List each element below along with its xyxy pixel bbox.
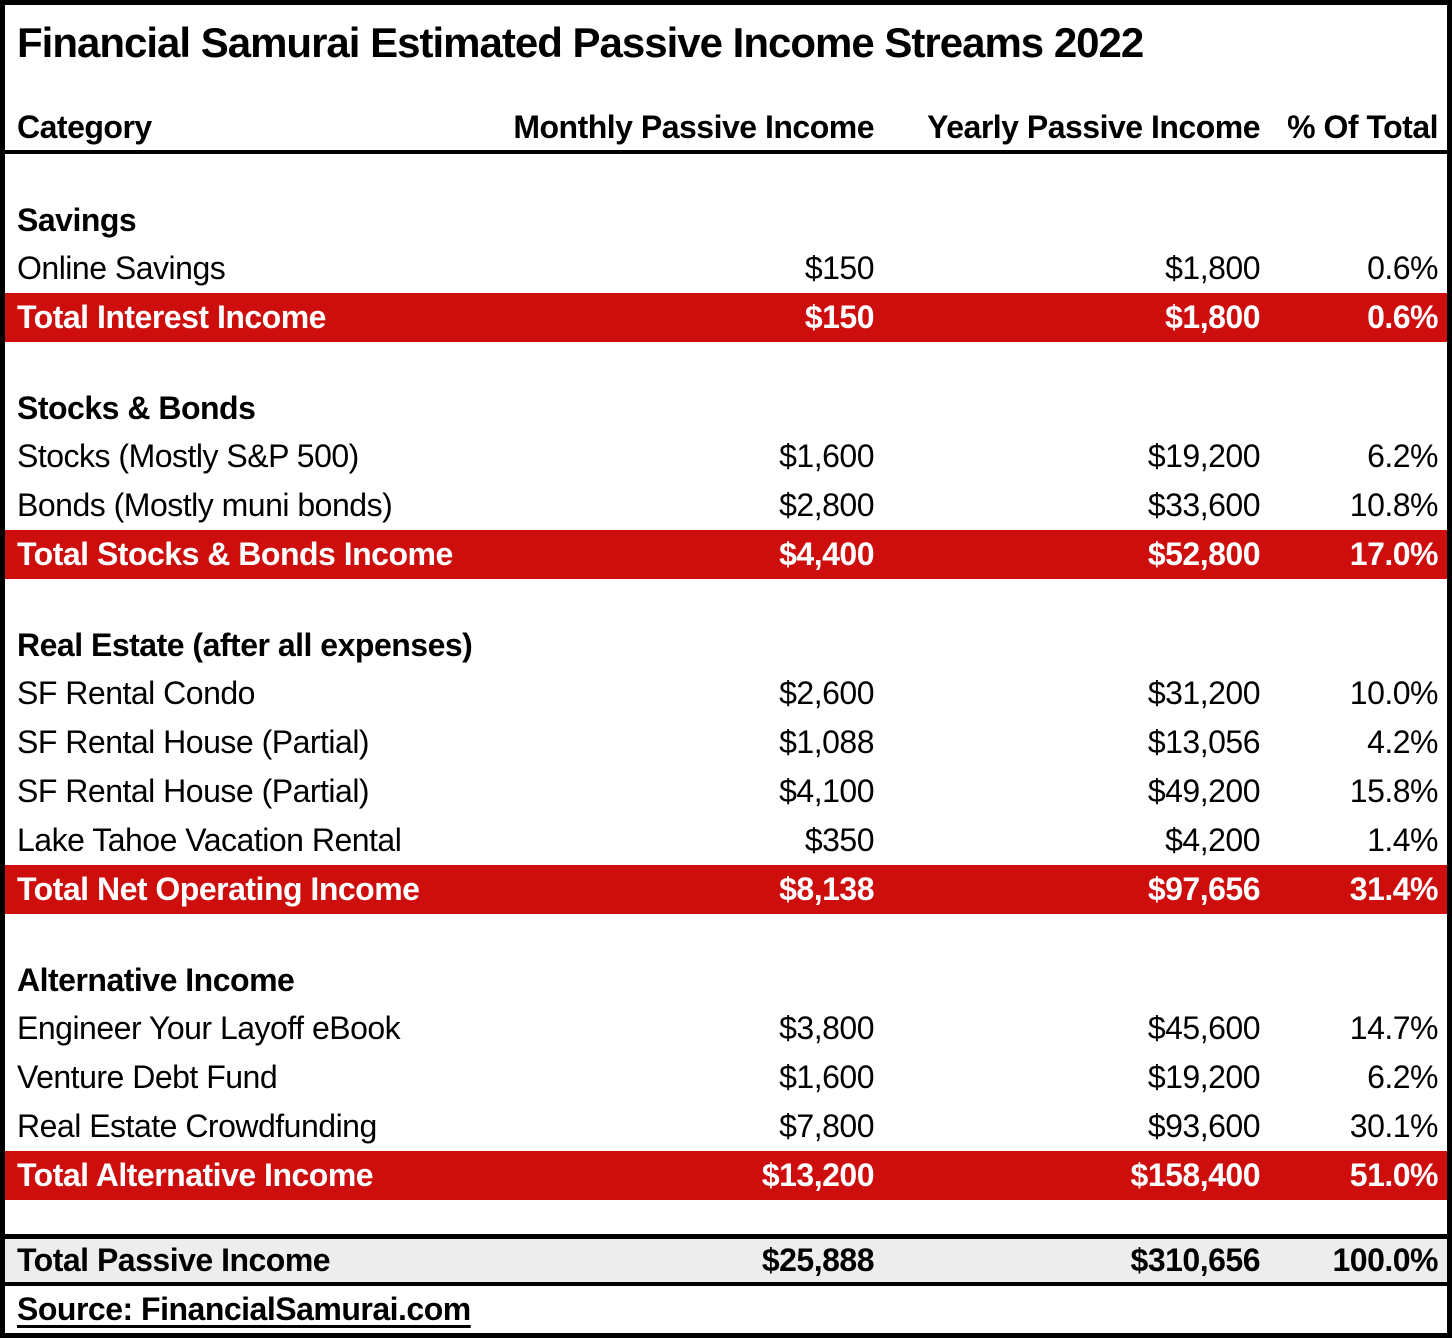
row-pct: 0.6% (1367, 249, 1438, 286)
page-title: Financial Samurai Estimated Passive Inco… (17, 19, 1144, 66)
total-row-net-operating: Total Net Operating Income $8,138 $97,65… (5, 865, 1447, 914)
section-header-real-estate: Real Estate (after all expenses) (5, 619, 1447, 669)
row-pct: 6.2% (1367, 437, 1438, 474)
total-label: Total Net Operating Income (17, 870, 420, 907)
spacer-row (5, 914, 1447, 954)
data-row-lake-tahoe: Lake Tahoe Vacation Rental $350 $4,200 1… (5, 816, 1447, 865)
column-header-pct: % Of Total (1287, 108, 1438, 145)
column-header-monthly: Monthly Passive Income (513, 108, 874, 145)
total-yearly: $52,800 (1147, 535, 1261, 572)
total-row-alternative: Total Alternative Income $13,200 $158,40… (5, 1151, 1447, 1200)
row-category: Bonds (Mostly muni bonds) (17, 486, 393, 523)
data-row-sf-rental-condo: SF Rental Condo $2,600 $31,200 10.0% (5, 669, 1447, 718)
row-yearly: $1,800 (1165, 249, 1260, 286)
grand-total-row: Total Passive Income $25,888 $310,656 10… (5, 1234, 1447, 1286)
row-pct: 4.2% (1367, 723, 1438, 760)
row-yearly: $93,600 (1147, 1107, 1261, 1144)
spacer-row (5, 154, 1447, 194)
row-pct: 10.0% (1349, 674, 1439, 711)
total-yearly: $158,400 (1130, 1156, 1261, 1193)
spacer-row (5, 342, 1447, 382)
data-row-re-crowdfunding: Real Estate Crowdfunding $7,800 $93,600 … (5, 1102, 1447, 1151)
row-monthly: $7,800 (779, 1107, 874, 1144)
row-yearly: $49,200 (1147, 772, 1261, 809)
row-yearly: $4,200 (1165, 821, 1260, 858)
grand-total-label: Total Passive Income (17, 1241, 331, 1278)
total-row-interest-income: Total Interest Income $150 $1,800 0.6% (5, 293, 1447, 342)
row-pct: 30.1% (1349, 1107, 1439, 1144)
total-label: Total Alternative Income (17, 1156, 374, 1193)
data-row-bonds: Bonds (Mostly muni bonds) $2,800 $33,600… (5, 481, 1447, 530)
row-pct: 14.7% (1349, 1009, 1439, 1046)
row-yearly: $31,200 (1147, 674, 1261, 711)
row-monthly: $4,100 (779, 772, 874, 809)
row-pct: 1.4% (1367, 821, 1438, 858)
row-monthly: $150 (804, 249, 875, 286)
column-header-category: Category (17, 108, 152, 145)
total-label: Total Stocks & Bonds Income (17, 535, 453, 572)
total-pct: 17.0% (1349, 535, 1439, 572)
row-category: Engineer Your Layoff eBook (17, 1009, 401, 1046)
data-row-online-savings: Online Savings $150 $1,800 0.6% (5, 244, 1447, 293)
spacer-row (5, 1200, 1447, 1234)
row-yearly: $33,600 (1147, 486, 1261, 523)
total-yearly: $97,656 (1147, 870, 1261, 907)
row-pct: 10.8% (1349, 486, 1439, 523)
row-category: Lake Tahoe Vacation Rental (17, 821, 402, 858)
section-header-savings: Savings (5, 194, 1447, 244)
row-yearly: $19,200 (1147, 1058, 1261, 1095)
section-title: Stocks & Bonds (17, 390, 256, 427)
row-category: Stocks (Mostly S&P 500) (17, 437, 359, 474)
section-title: Savings (17, 202, 137, 239)
data-row-venture-debt: Venture Debt Fund $1,600 $19,200 6.2% (5, 1053, 1447, 1102)
row-yearly: $45,600 (1147, 1009, 1261, 1046)
row-monthly: $350 (804, 821, 875, 858)
row-monthly: $2,800 (779, 486, 874, 523)
column-header-yearly: Yearly Passive Income (927, 108, 1260, 145)
row-monthly: $1,088 (779, 723, 874, 760)
row-category: Real Estate Crowdfunding (17, 1107, 377, 1144)
row-category: SF Rental House (Partial) (17, 723, 370, 760)
total-label: Total Interest Income (17, 298, 326, 335)
source-text: Source: FinancialSamurai.com (17, 1291, 471, 1327)
total-monthly: $150 (804, 298, 875, 335)
row-monthly: $3,800 (779, 1009, 874, 1046)
data-row-sf-rental-house-2: SF Rental House (Partial) $4,100 $49,200… (5, 767, 1447, 816)
header-row: Category Monthly Passive Income Yearly P… (5, 105, 1447, 154)
grand-total-monthly: $25,888 (761, 1241, 875, 1278)
total-row-stocks-bonds: Total Stocks & Bonds Income $4,400 $52,8… (5, 530, 1447, 579)
grand-total-pct: 100.0% (1332, 1241, 1438, 1278)
row-monthly: $1,600 (779, 1058, 874, 1095)
spacer-row (5, 579, 1447, 619)
data-row-stocks: Stocks (Mostly S&P 500) $1,600 $19,200 6… (5, 432, 1447, 481)
row-category: SF Rental House (Partial) (17, 772, 370, 809)
data-row-sf-rental-house-1: SF Rental House (Partial) $1,088 $13,056… (5, 718, 1447, 767)
total-monthly: $8,138 (779, 870, 874, 907)
data-row-eyl-ebook: Engineer Your Layoff eBook $3,800 $45,60… (5, 1004, 1447, 1053)
section-title: Alternative Income (17, 962, 295, 999)
total-pct: 31.4% (1349, 870, 1439, 907)
total-pct: 51.0% (1349, 1156, 1439, 1193)
total-monthly: $13,200 (761, 1156, 875, 1193)
row-pct: 6.2% (1367, 1058, 1438, 1095)
section-title: Real Estate (after all expenses) (17, 627, 473, 664)
section-header-stocks-bonds: Stocks & Bonds (5, 382, 1447, 432)
row-monthly: $2,600 (779, 674, 874, 711)
grand-total-yearly: $310,656 (1130, 1241, 1261, 1278)
row-category: SF Rental Condo (17, 674, 255, 711)
row-yearly: $19,200 (1147, 437, 1261, 474)
row-pct: 15.8% (1349, 772, 1439, 809)
row-monthly: $1,600 (779, 437, 874, 474)
total-monthly: $4,400 (779, 535, 874, 572)
row-yearly: $13,056 (1147, 723, 1261, 760)
row-category: Venture Debt Fund (17, 1058, 278, 1095)
source-row: Source: FinancialSamurai.com (5, 1286, 1447, 1333)
row-category: Online Savings (17, 249, 226, 286)
section-header-alternative: Alternative Income (5, 954, 1447, 1004)
total-yearly: $1,800 (1165, 298, 1260, 335)
total-pct: 0.6% (1367, 298, 1438, 335)
